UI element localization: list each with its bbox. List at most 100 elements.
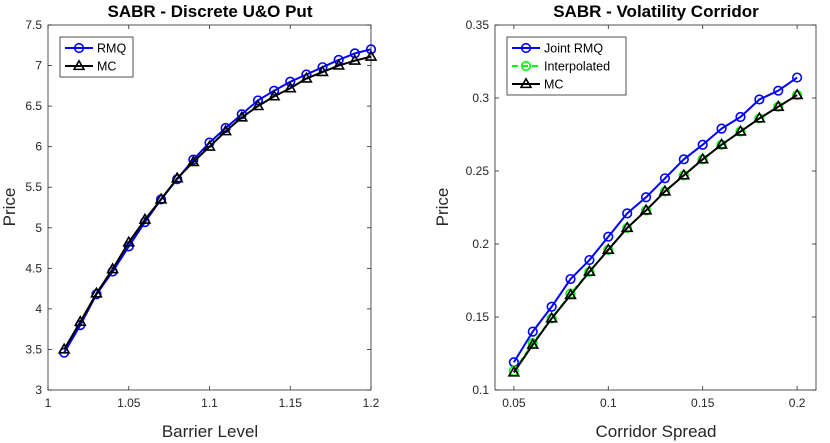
data-point: [138, 212, 152, 224]
data-point: [546, 301, 557, 312]
data-point: [170, 171, 184, 183]
x-tick-label: 0.15: [691, 396, 715, 410]
y-tick-label: 7.5: [25, 18, 42, 32]
data-point: [790, 88, 804, 100]
x-tick-label: 1.05: [117, 396, 141, 410]
legend: RMQ MC: [59, 36, 134, 78]
chart-corridor-spread: SABR - Volatility Corridor Corridor Spre…: [433, 2, 817, 441]
data-point: [57, 342, 71, 354]
y-tick-label: 0.25: [466, 164, 490, 178]
legend-marker: [72, 59, 86, 71]
data-point: [285, 76, 296, 87]
legend-marker: [520, 60, 532, 72]
data-point: [697, 139, 708, 150]
x-tick-label: 1: [45, 396, 52, 410]
data-point: [252, 95, 264, 106]
legend-label: Interpolated: [544, 60, 610, 74]
data-point: [753, 111, 766, 123]
data-point: [269, 85, 280, 96]
data-point: [267, 89, 281, 101]
x-tick-label: 0.1: [600, 396, 617, 410]
y-tick-label: 0.2: [472, 237, 489, 251]
legend-label: MC: [544, 78, 563, 92]
legend-marker: [520, 42, 532, 54]
data-point: [283, 81, 297, 93]
data-point: [696, 152, 710, 164]
data-point: [73, 315, 87, 327]
data-point: [773, 85, 784, 96]
data-point: [187, 155, 200, 167]
data-point: [735, 111, 746, 123]
y-tick-label: 4: [35, 302, 42, 316]
data-point: [715, 137, 728, 149]
data-point: [545, 311, 558, 323]
series-line: [513, 76, 798, 363]
data-point: [203, 139, 216, 151]
data-point: [154, 192, 168, 204]
data-point: [332, 58, 346, 70]
data-point: [640, 192, 652, 203]
plot-area: [47, 24, 372, 391]
data-point: [583, 264, 596, 276]
y-tick-label: 6.5: [25, 99, 42, 113]
y-tick-label: 0.3: [472, 91, 489, 105]
data-point: [678, 154, 689, 165]
data-point: [716, 123, 727, 134]
x-tick-label: 0.05: [502, 396, 526, 410]
y-tick-label: 0.1: [472, 383, 489, 397]
x-axis-title: Barrier Level: [162, 422, 258, 441]
y-tick-label: 3: [35, 383, 42, 397]
legend-label: MC: [97, 60, 116, 74]
data-point: [639, 203, 653, 215]
data-point: [300, 71, 313, 83]
y-tick-label: 5: [35, 221, 42, 235]
x-axis-title: Corridor Spread: [596, 422, 717, 441]
y-tick-label: 4.5: [25, 261, 42, 275]
legend-box: [59, 36, 134, 78]
data-point: [565, 273, 576, 285]
data-point: [90, 286, 103, 298]
data-point: [507, 365, 521, 377]
series-line: [513, 94, 798, 374]
data-point: [659, 173, 671, 184]
y-tick-label: 0.35: [466, 18, 490, 32]
data-point: [365, 44, 377, 55]
x-tick-label: 1.2: [363, 396, 380, 410]
data-point: [333, 54, 344, 65]
data-point: [564, 288, 577, 300]
legend: Joint RMQ Interpolated MC: [506, 36, 627, 96]
data-point: [526, 337, 540, 349]
y-tick-label: 5.5: [25, 180, 42, 194]
data-point: [527, 326, 538, 337]
legend-label: Joint RMQ: [544, 42, 603, 56]
data-point: [584, 254, 595, 266]
data-point: [658, 184, 672, 196]
data-point: [601, 243, 615, 255]
y-tick-label: 0.15: [466, 310, 490, 324]
y-axis-title: Price: [0, 188, 19, 227]
data-point: [251, 99, 265, 111]
y-tick-label: 7: [35, 59, 42, 73]
y-tick-label: 3.5: [25, 342, 42, 356]
legend-label: RMQ: [97, 42, 126, 56]
x-tick-label: 1.15: [279, 396, 303, 410]
series-joint-rmq: [508, 72, 803, 368]
y-tick-label: 6: [35, 140, 42, 154]
data-point: [734, 124, 747, 136]
data-point: [677, 168, 691, 180]
chart-barrier-level: SABR - Discrete U&O Put Barrier Level Pr…: [0, 2, 380, 441]
series-mc: [507, 88, 804, 377]
data-point: [219, 124, 232, 136]
chart-title: SABR - Discrete U&O Put: [108, 2, 313, 21]
data-point: [364, 49, 378, 61]
data-point: [771, 99, 785, 111]
data-point: [348, 53, 362, 65]
data-point: [603, 231, 614, 242]
legend-marker: [519, 77, 533, 89]
series-mc: [57, 49, 378, 354]
data-point: [622, 208, 633, 219]
data-point: [349, 48, 360, 59]
x-tick-label: 0.2: [789, 396, 806, 410]
data-point: [792, 72, 803, 83]
